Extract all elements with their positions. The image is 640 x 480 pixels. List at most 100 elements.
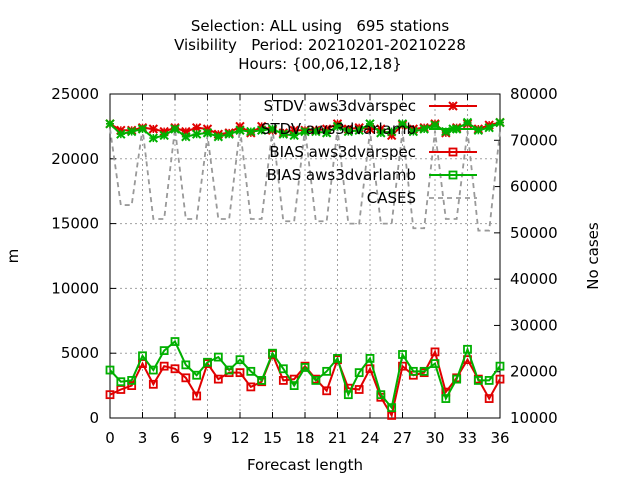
data-point bbox=[419, 366, 429, 376]
data-point bbox=[311, 376, 321, 385]
legend-marker bbox=[448, 170, 458, 180]
data-point bbox=[463, 344, 472, 354]
data-point bbox=[127, 376, 137, 385]
data-point bbox=[484, 394, 494, 403]
data-point bbox=[105, 119, 115, 129]
y2-tick-label: 20000 bbox=[510, 363, 558, 381]
data-point bbox=[289, 381, 299, 391]
y2-tick-label: 50000 bbox=[510, 224, 558, 242]
title-line-1: Selection: ALL using 695 stations bbox=[190, 17, 450, 35]
data-point bbox=[192, 391, 202, 401]
y2-tick-label: 30000 bbox=[510, 316, 558, 334]
data-point bbox=[137, 124, 148, 134]
data-point bbox=[386, 126, 397, 137]
data-point bbox=[398, 361, 407, 371]
y2-tick-label: 70000 bbox=[510, 131, 558, 149]
data-point bbox=[473, 376, 483, 385]
data-point bbox=[116, 377, 126, 387]
legend-item: BIAS aws3dvarlamb bbox=[267, 166, 477, 184]
data-point bbox=[408, 366, 418, 376]
series-layer bbox=[105, 117, 505, 420]
title-line-2: Visibility Period: 20210201-20210228 bbox=[174, 36, 466, 54]
x-tick-label: 15 bbox=[263, 429, 282, 447]
data-point bbox=[213, 132, 224, 142]
data-point bbox=[300, 363, 310, 372]
legend-label: STDV aws3dvarspec bbox=[264, 97, 416, 115]
data-point bbox=[213, 374, 223, 384]
y2-tick-label: 80000 bbox=[510, 85, 558, 103]
ticks: 0 3 6 9 12 15 18 21 24 27 30 33 36050001000015000200… bbox=[51, 85, 557, 447]
data-point bbox=[159, 361, 169, 371]
data-point bbox=[332, 121, 343, 132]
x-tick-label: 9 bbox=[203, 429, 213, 447]
data-point bbox=[138, 351, 147, 361]
data-point bbox=[116, 129, 126, 139]
data-point bbox=[192, 370, 202, 380]
data-point bbox=[354, 368, 364, 378]
x-tick-label: 33 bbox=[458, 429, 477, 447]
data-point bbox=[408, 126, 419, 137]
series-bias-aws3dvarspec bbox=[105, 347, 505, 420]
data-point bbox=[126, 126, 137, 137]
data-point bbox=[105, 365, 115, 375]
data-point bbox=[246, 126, 256, 137]
x-tick-label: 21 bbox=[328, 429, 347, 447]
legend-marker bbox=[448, 101, 458, 111]
data-point bbox=[159, 346, 169, 356]
y-tick-label: 5000 bbox=[61, 344, 99, 362]
data-point bbox=[387, 403, 397, 413]
series-line bbox=[109, 339, 501, 410]
x-tick-label: 0 bbox=[105, 429, 115, 447]
data-point bbox=[430, 347, 440, 357]
data-point bbox=[278, 376, 288, 385]
legend-item: CASES bbox=[367, 189, 477, 207]
x-axis-label: Forecast length bbox=[247, 456, 363, 474]
data-point bbox=[278, 129, 289, 139]
data-point bbox=[181, 132, 191, 142]
y-tick-label: 25000 bbox=[51, 85, 99, 103]
x-tick-label: 3 bbox=[138, 429, 148, 447]
data-point bbox=[343, 390, 353, 400]
legend-marker bbox=[448, 124, 458, 134]
data-point bbox=[235, 368, 245, 378]
data-point bbox=[148, 379, 158, 389]
data-point bbox=[127, 381, 137, 391]
data-point bbox=[333, 353, 342, 363]
data-point bbox=[235, 125, 245, 135]
data-point bbox=[191, 129, 202, 139]
x-tick-label: 27 bbox=[393, 429, 412, 447]
data-point bbox=[452, 374, 462, 384]
data-point bbox=[495, 361, 505, 371]
data-point bbox=[484, 122, 494, 133]
data-point bbox=[495, 374, 505, 384]
data-point bbox=[398, 350, 407, 359]
x-tick-label: 18 bbox=[295, 429, 314, 447]
data-point bbox=[311, 126, 321, 137]
data-point bbox=[235, 355, 245, 365]
legend-label: CASES bbox=[367, 189, 416, 207]
data-point bbox=[322, 366, 332, 376]
data-point bbox=[462, 117, 473, 128]
data-point bbox=[224, 365, 234, 375]
data-point bbox=[397, 119, 408, 129]
x-tick-label: 36 bbox=[490, 429, 509, 447]
data-point bbox=[170, 124, 180, 134]
y2-axis-label: No cases bbox=[584, 222, 602, 290]
y-tick-label: 20000 bbox=[51, 150, 99, 168]
y-tick-label: 0 bbox=[89, 409, 99, 427]
legend-label: STDV aws3dvarlamb bbox=[261, 120, 416, 138]
data-point bbox=[148, 124, 159, 134]
data-point bbox=[321, 128, 332, 138]
legend-marker bbox=[448, 147, 458, 157]
data-point bbox=[322, 386, 332, 396]
data-point bbox=[181, 373, 191, 383]
data-point bbox=[376, 128, 386, 138]
legend-item: STDV aws3dvarlamb bbox=[261, 120, 477, 138]
data-point bbox=[268, 348, 277, 358]
data-point bbox=[365, 353, 375, 363]
data-point bbox=[105, 390, 115, 400]
data-point bbox=[267, 124, 278, 134]
y-axis-label: m bbox=[4, 249, 22, 264]
y2-tick-label: 10000 bbox=[510, 409, 558, 427]
